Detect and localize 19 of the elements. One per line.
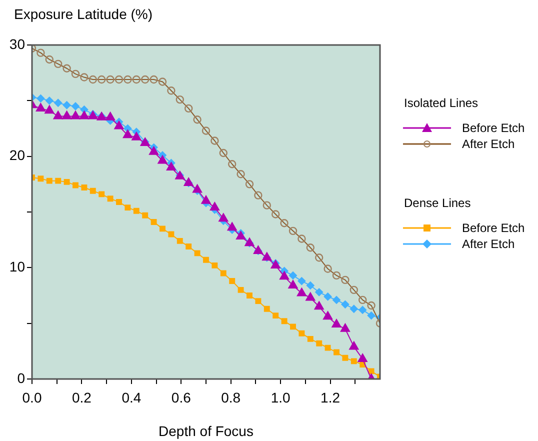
y-tick-label: 0 <box>17 370 26 386</box>
x-tick-label: 1.2 <box>320 389 340 406</box>
x-tick-label: 0.2 <box>72 389 92 406</box>
x-tick-label: 0.8 <box>221 389 241 406</box>
x-tick-label: 0.0 <box>22 389 42 406</box>
x-axis-title: Depth of Focus <box>158 423 254 439</box>
legend-label: Before Etch <box>462 121 525 135</box>
x-tick-label: 0.6 <box>171 389 192 406</box>
y-tick-label: 20 <box>9 147 26 164</box>
x-tick-label: 1.0 <box>270 389 291 406</box>
text: Dense Lines <box>404 196 472 210</box>
text: Isolated Lines <box>404 96 480 110</box>
y-axis-title: Exposure Latitude (%) <box>14 6 153 22</box>
legend-label: Before Etch <box>462 221 525 235</box>
x-tick-label: 0.4 <box>122 389 142 406</box>
legend-label: After Etch <box>462 237 515 251</box>
y-tick-label: 10 <box>9 258 26 275</box>
y-tick-label: 30 <box>9 36 26 52</box>
legend-label: After Etch <box>462 137 515 151</box>
